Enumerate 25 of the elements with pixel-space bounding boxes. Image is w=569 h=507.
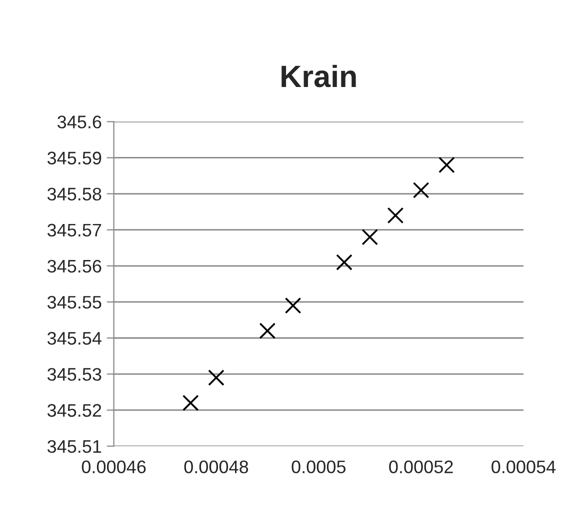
point — [412, 182, 430, 198]
point — [208, 369, 224, 386]
y-tick-label: 345.52 — [47, 404, 102, 417]
y-tick-label: 345.58 — [47, 188, 102, 201]
x-tick-label: 0.00046 — [82, 460, 146, 474]
y-tick-label: 345.54 — [47, 332, 102, 345]
y-tick-label: 345.51 — [47, 440, 102, 453]
point — [336, 254, 352, 270]
y-tick-label: 345.53 — [47, 368, 102, 381]
chart-title: Krain — [282, 64, 356, 88]
y-tick-label: 345.56 — [47, 260, 102, 273]
x-tick-label: 0.00048 — [184, 460, 248, 474]
point — [259, 322, 276, 339]
y-tick-label: 345.6 — [58, 116, 102, 128]
y-tick-label: 345.57 — [47, 224, 102, 237]
point — [387, 207, 404, 224]
point — [362, 228, 378, 246]
point — [284, 297, 302, 314]
x-tick-label: 0.00054 — [492, 460, 556, 474]
point — [182, 394, 199, 412]
x-tick-label: 0.00052 — [389, 460, 453, 474]
y-tick-label: 345.55 — [47, 296, 102, 309]
y-tick-label: 345.59 — [47, 152, 102, 164]
x-tick-label: 0.0005 — [292, 460, 346, 474]
point — [438, 156, 455, 174]
